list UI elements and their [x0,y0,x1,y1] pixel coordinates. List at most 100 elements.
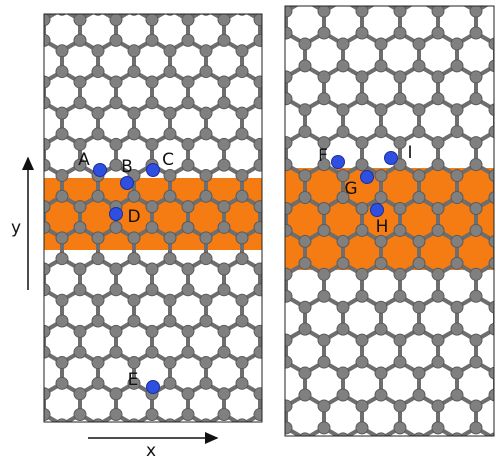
bond [116,446,134,456]
carbon-atom [489,433,496,445]
carbon-atom [236,253,248,265]
carbon-atom [375,235,387,247]
carbon-atom [337,235,349,247]
carbon-atom [92,377,104,389]
carbon-atom [200,377,212,389]
bond [0,290,8,300]
carbon-atom [128,419,140,431]
bond [8,40,26,50]
bond [267,296,286,307]
bond [296,415,314,425]
carbon-atom [200,253,212,265]
bond [0,321,8,331]
carbon-atom [164,377,176,389]
carbon-atom [413,192,425,204]
carbon-atom [394,137,406,149]
bond [260,9,278,19]
bond [26,9,44,19]
carbon-atom [489,257,496,269]
bond [260,227,278,237]
bond [0,103,8,113]
carbon-atom [254,325,266,337]
carbon-atom [470,224,482,236]
carbon-atom [110,284,122,296]
carbon-atom [182,284,194,296]
carbon-atom [261,38,273,50]
bond [26,383,44,393]
carbon-atom [146,325,158,337]
carbon-atom [218,263,230,275]
carbon-atom [356,93,368,105]
carbon-atom [236,232,248,244]
carbon-atom [128,66,140,78]
carbon-atom [236,45,248,57]
carbon-atom [254,388,266,400]
carbon-atom [470,356,482,368]
bond [229,329,248,340]
carbon-atom [218,14,230,26]
bond [8,165,26,175]
bond [260,134,278,144]
carbon-atom [489,455,496,460]
carbon-atom [356,422,368,434]
left-panel [0,0,320,460]
carbon-atom [489,389,496,401]
bond [260,134,278,144]
bond [267,33,286,44]
bond [0,196,8,206]
carbon-atom [280,290,292,302]
carbon-atom [261,192,273,204]
carbon-atom [242,400,254,412]
carbon-atom [432,356,444,368]
carbon-atom [375,170,387,182]
carbon-atom [356,290,368,302]
carbon-atom [394,422,406,434]
carbon-atom [200,128,212,140]
carbon-atom [413,170,425,182]
carbon-atom [318,400,330,412]
bond [0,259,8,269]
carbon-atom [92,440,104,452]
nitrogen-atom [94,164,107,177]
carbon-atom [254,76,266,88]
carbon-atom [74,14,86,26]
bond [0,165,8,175]
carbon-atom [236,419,248,431]
carbon-atom [375,433,387,445]
carbon-atom [56,294,68,306]
carbon-atom [470,71,482,83]
carbon-atom [164,357,176,369]
bond [62,446,80,456]
bond [229,395,248,406]
carbon-atom [413,126,425,138]
carbon-atom [242,268,254,280]
carbon-atom [56,45,68,57]
bond [260,352,278,362]
carbon-atom [146,221,158,233]
carbon-atom [146,34,158,46]
carbon-atom [470,400,482,412]
carbon-atom [2,34,14,46]
carbon-atom [110,346,122,358]
carbon-atom [223,433,235,445]
carbon-atom [261,257,273,269]
carbon-atom [182,263,194,275]
carbon-atom [128,294,140,306]
carbon-atom [470,422,482,434]
bond [26,352,44,362]
carbon-atom [280,27,292,39]
carbon-atom [318,334,330,346]
bond [0,321,8,331]
nitrogen-atom [110,208,123,221]
carbon-atom [128,357,140,369]
bond [267,395,286,406]
carbon-atom [261,301,273,313]
bond [278,446,296,456]
carbon-atom [200,45,212,57]
carbon-atom [280,202,292,214]
bond [80,446,98,456]
carbon-atom [254,159,266,171]
bond [26,321,44,331]
carbon-atom [451,367,463,379]
carbon-atom [182,346,194,358]
